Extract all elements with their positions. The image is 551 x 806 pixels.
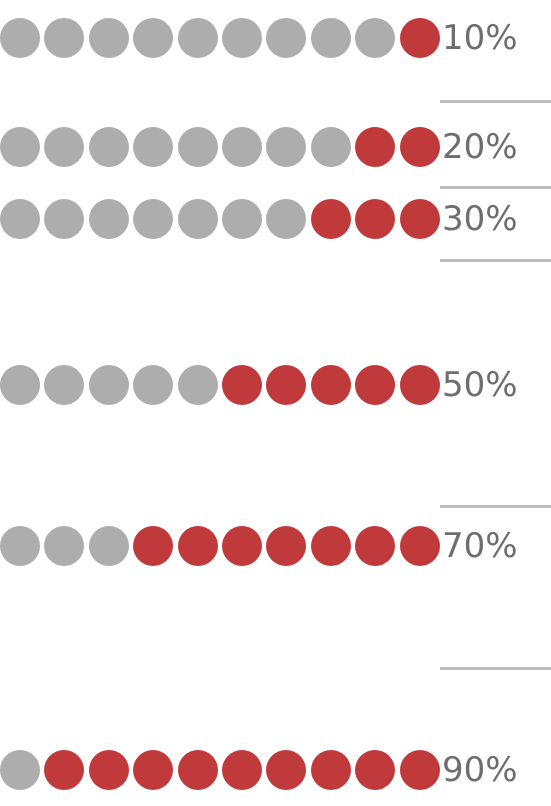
filled-dot (355, 127, 396, 167)
percentage-label: 20% (442, 127, 518, 167)
divider-line (440, 259, 551, 262)
empty-dot (177, 18, 218, 58)
filled-dot (177, 750, 218, 790)
empty-dot (222, 127, 262, 167)
empty-dot (44, 526, 85, 566)
empty-dot (44, 127, 85, 167)
filled-dot (133, 750, 174, 790)
filled-dot (399, 199, 440, 239)
empty-dot (0, 199, 40, 239)
empty-dot (0, 18, 40, 58)
empty-dot (88, 199, 129, 239)
empty-dot (0, 127, 40, 167)
divider-line (440, 186, 551, 189)
empty-dot (355, 18, 396, 58)
filled-dot (399, 750, 440, 790)
empty-dot (0, 365, 40, 405)
filled-dot (355, 199, 396, 239)
empty-dot (177, 199, 218, 239)
empty-dot (44, 365, 85, 405)
empty-dot (44, 18, 85, 58)
empty-dot (0, 750, 40, 790)
empty-dot (44, 199, 85, 239)
divider-line (440, 667, 551, 670)
percentage-label: 50% (442, 365, 518, 405)
empty-dot (177, 365, 218, 405)
filled-dot (399, 526, 440, 566)
filled-dot (399, 365, 440, 405)
filled-dot (266, 526, 307, 566)
empty-dot (222, 199, 262, 239)
filled-dot (310, 750, 351, 790)
empty-dot (222, 18, 262, 58)
percentage-label: 10% (442, 18, 518, 58)
filled-dot (355, 526, 396, 566)
empty-dot (88, 18, 129, 58)
filled-dot (399, 127, 440, 167)
empty-dot (133, 18, 174, 58)
filled-dot (266, 750, 307, 790)
empty-dot (266, 18, 307, 58)
empty-dot (88, 365, 129, 405)
filled-dot (310, 199, 351, 239)
divider-line (440, 100, 551, 103)
empty-dot (177, 127, 218, 167)
empty-dot (88, 526, 129, 566)
empty-dot (310, 18, 351, 58)
filled-dot (399, 18, 440, 58)
percentage-label: 90% (442, 750, 518, 790)
filled-dot (310, 365, 351, 405)
divider-line (440, 505, 551, 508)
filled-dot (222, 750, 262, 790)
percentage-label: 70% (442, 526, 518, 566)
filled-dot (222, 526, 262, 566)
filled-dot (133, 526, 174, 566)
filled-dot (310, 526, 351, 566)
empty-dot (88, 127, 129, 167)
empty-dot (0, 526, 40, 566)
filled-dot (355, 750, 396, 790)
filled-dot (355, 365, 396, 405)
filled-dot (88, 750, 129, 790)
empty-dot (310, 127, 351, 167)
filled-dot (44, 750, 85, 790)
filled-dot (177, 526, 218, 566)
percentage-label: 30% (442, 199, 518, 239)
empty-dot (133, 127, 174, 167)
empty-dot (266, 127, 307, 167)
empty-dot (133, 365, 174, 405)
filled-dot (266, 365, 307, 405)
empty-dot (133, 199, 174, 239)
empty-dot (266, 199, 307, 239)
filled-dot (222, 365, 262, 405)
